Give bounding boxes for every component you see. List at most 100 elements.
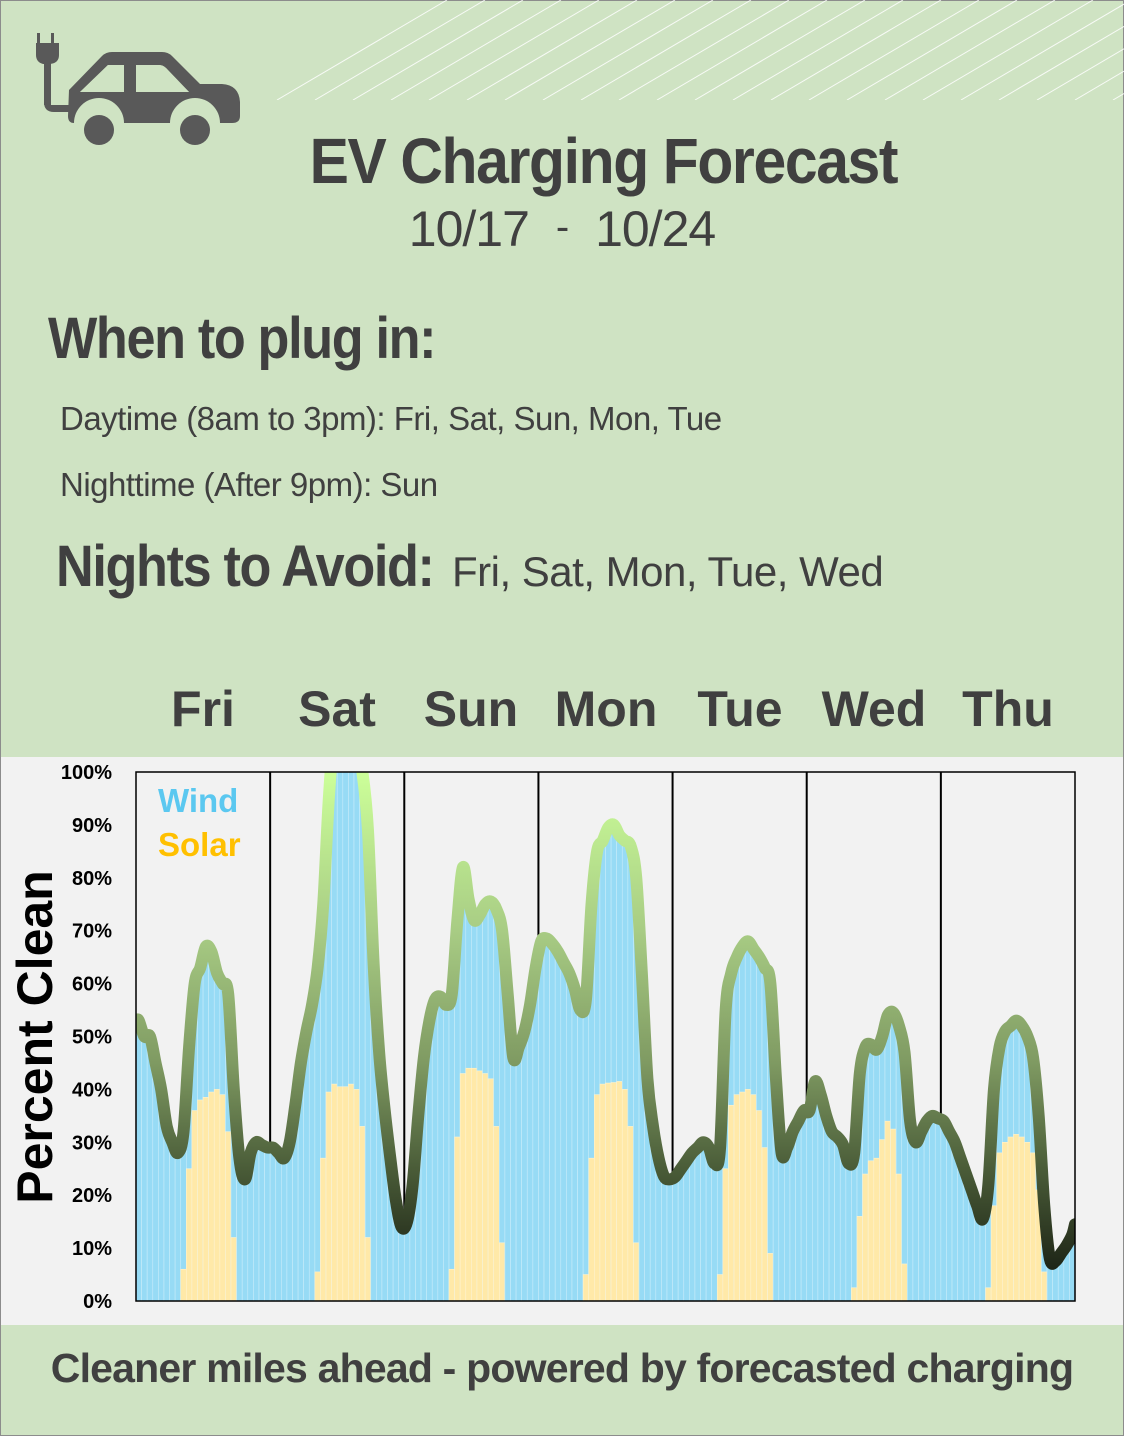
- nighttime-label: Nighttime (After 9pm):: [60, 466, 372, 503]
- solar-bar: [1024, 1141, 1031, 1302]
- wind-bar: [431, 999, 439, 1302]
- solar-bar: [325, 1091, 332, 1302]
- solar-bar: [867, 1160, 875, 1302]
- solar-bar: [493, 1126, 500, 1302]
- solar-bar: [756, 1110, 763, 1302]
- solar-bar: [890, 1128, 897, 1302]
- y-tick-label: 60%: [72, 974, 112, 996]
- wind-bar: [839, 1144, 847, 1302]
- solar-bar: [594, 1094, 601, 1302]
- solar-bar: [180, 1268, 187, 1302]
- solar-bar: [476, 1070, 483, 1302]
- day-label-fri: Fri: [171, 681, 235, 737]
- wind-bar: [443, 1004, 450, 1302]
- solar-bar: [336, 1086, 344, 1302]
- solar-bar: [716, 1274, 724, 1302]
- wind-bar: [448, 993, 455, 1302]
- wind-bar: [437, 996, 444, 1302]
- wind-bar: [521, 1030, 528, 1302]
- solar-bar: [856, 1216, 863, 1302]
- wind-bar: [946, 1131, 953, 1302]
- day-label-mon: Mon: [554, 681, 658, 737]
- avoid-days: Fri, Sat, Mon, Tue, Wed: [451, 548, 884, 595]
- solar-bar: [873, 1157, 880, 1302]
- wind-bar: [834, 1136, 841, 1302]
- day-label-sun: Sun: [423, 681, 519, 737]
- wind-bar: [705, 1147, 712, 1302]
- wind-bar: [700, 1141, 707, 1302]
- daytime-label: Daytime (8am to 3pm):: [60, 400, 386, 437]
- wind-bar: [241, 1179, 249, 1302]
- solar-bar: [186, 1168, 193, 1302]
- legend-wind: Wind: [158, 782, 239, 819]
- wind-bar: [258, 1144, 265, 1302]
- wind-bar: [515, 1046, 522, 1302]
- wind-bar: [677, 1168, 685, 1302]
- solar-bar: [901, 1263, 908, 1302]
- ev-car-plug-icon: [36, 33, 240, 145]
- solar-bar: [197, 1099, 204, 1302]
- plot-border: [135, 771, 1076, 1302]
- solar-bar: [454, 1136, 461, 1302]
- nighttime-days: Sun: [380, 466, 438, 503]
- wind-bar: [923, 1120, 930, 1302]
- solar-bar: [459, 1073, 467, 1302]
- solar-bar: [862, 1173, 869, 1302]
- solar-bar: [208, 1091, 215, 1302]
- wind-bar: [806, 1110, 813, 1302]
- avoid-heading: Nights to Avoid:: [56, 534, 435, 599]
- solar-bar: [202, 1097, 209, 1302]
- solar-bar: [895, 1173, 903, 1302]
- wind-bar: [666, 1179, 673, 1302]
- y-tick-label: 30%: [72, 1132, 112, 1154]
- solar-bar: [633, 1242, 640, 1302]
- solar-bar: [213, 1089, 221, 1302]
- wind-bar: [163, 1126, 170, 1302]
- solar-bar: [1029, 1152, 1037, 1302]
- wind-bar: [275, 1152, 282, 1302]
- wind-bar: [918, 1131, 925, 1302]
- wind-bar: [789, 1131, 796, 1302]
- wind-bar: [169, 1141, 176, 1302]
- nighttime-recommendation: Nighttime (After 9pm): Sun: [60, 466, 438, 504]
- clean-energy-chart: 0% 10% 20% 30% 40% 50% 60% 70% 80% 90% 100%: [61, 762, 1076, 1313]
- wind-bar: [526, 1004, 534, 1302]
- y-tick-label: 70%: [72, 921, 112, 943]
- wind-bar: [907, 1120, 914, 1302]
- solar-bar: [331, 1083, 338, 1302]
- solar-bar: [884, 1120, 891, 1302]
- y-tick-label: 0%: [83, 1291, 112, 1313]
- solar-bar: [990, 1205, 998, 1302]
- wind-bar: [135, 1020, 142, 1302]
- wind-bar: [929, 1115, 936, 1302]
- wind-bar: [979, 1218, 986, 1302]
- decorative-stripes: [276, 0, 1124, 100]
- day-label-wed: Wed: [821, 681, 927, 737]
- start-date: 10/17: [408, 201, 530, 257]
- solar-bar: [985, 1287, 992, 1302]
- y-tick-label: 40%: [72, 1079, 112, 1101]
- wind-bar: [795, 1120, 802, 1302]
- wind-bar: [308, 1004, 316, 1302]
- wind-bar: [174, 1152, 182, 1302]
- wind-bar: [571, 988, 578, 1302]
- wind-bar: [582, 999, 590, 1302]
- wind-bar: [851, 1152, 858, 1302]
- solar-bar: [588, 1157, 595, 1302]
- percent-clean-line: [136, 772, 1075, 1270]
- solar-bar: [230, 1237, 237, 1302]
- solar-bar: [348, 1083, 355, 1302]
- wind-bar: [510, 1057, 517, 1302]
- daytime-recommendation: Daytime (8am to 3pm): Fri, Sat, Sun, Mon…: [60, 400, 722, 438]
- solar-bar: [621, 1089, 629, 1302]
- solar-bar: [739, 1091, 746, 1302]
- solar-bar: [225, 1131, 232, 1302]
- solar-bar: [320, 1157, 327, 1302]
- solar-bar: [744, 1089, 752, 1302]
- solar-bar: [487, 1078, 495, 1302]
- solar-bar: [761, 1147, 768, 1302]
- wind-bar: [577, 1009, 584, 1302]
- wind-bar: [566, 972, 573, 1302]
- wind-bar: [146, 1036, 154, 1302]
- y-tick-label: 100%: [61, 762, 112, 784]
